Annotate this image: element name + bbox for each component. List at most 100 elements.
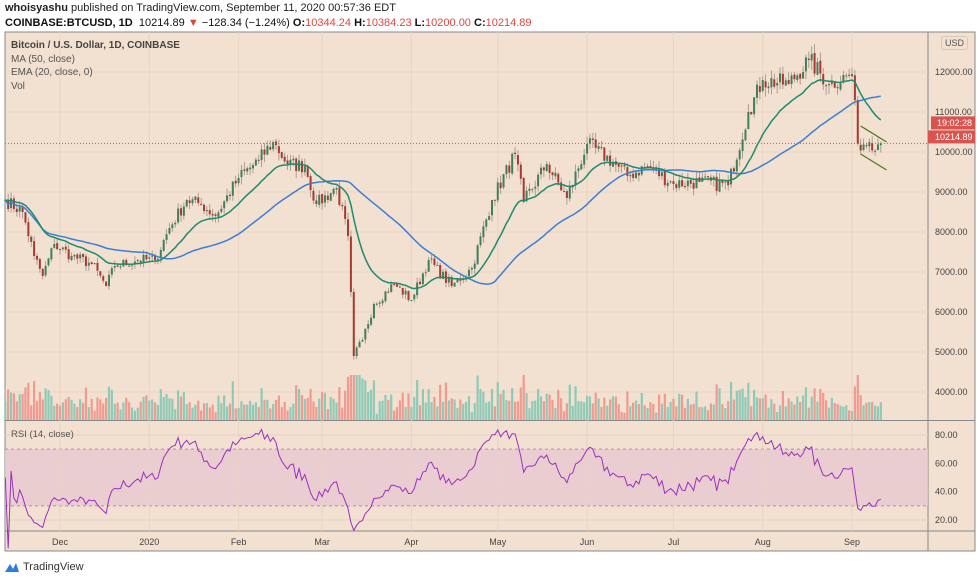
volume-bar [629, 406, 632, 420]
volume-bar [611, 396, 615, 420]
volume-bar [47, 390, 50, 420]
candle [874, 150, 877, 152]
volume-bar [755, 397, 759, 420]
candle [611, 162, 614, 167]
candle [859, 144, 862, 151]
candle [499, 182, 502, 189]
volume-bar [194, 404, 197, 420]
candle [384, 291, 387, 302]
volume-bar [701, 407, 704, 420]
candle [822, 74, 825, 85]
volume-bar [292, 403, 295, 420]
volume-bar [784, 406, 787, 420]
candle [370, 317, 373, 325]
volume-bar [686, 398, 689, 420]
time-tick-label: Apr [404, 537, 418, 547]
candle [24, 212, 27, 223]
volume-bar [482, 391, 485, 420]
volume-bar [476, 375, 479, 420]
candle [139, 260, 142, 263]
volume-bar [401, 392, 404, 420]
candle [364, 328, 367, 340]
legend-ma[interactable]: MA (50, close) [11, 53, 75, 65]
volume-bar [732, 399, 736, 420]
candle [105, 281, 108, 286]
legend-rsi[interactable]: RSI (14, close) [11, 429, 74, 440]
candle [306, 165, 309, 177]
candle [537, 174, 540, 187]
volume-bar [715, 384, 718, 420]
volume-bar [603, 397, 606, 420]
main-pane [5, 32, 928, 420]
candles [4, 44, 882, 360]
candle [321, 194, 324, 204]
candle [122, 259, 125, 267]
candle [234, 180, 237, 184]
candle [545, 164, 548, 171]
candle [148, 257, 151, 259]
candle [862, 144, 865, 150]
volume-bar [551, 400, 554, 420]
volume-bar [50, 395, 53, 420]
currency-button[interactable]: USD [941, 36, 969, 50]
candle [574, 171, 577, 186]
volume-bar [243, 404, 246, 420]
candle [511, 153, 514, 174]
candle [128, 265, 131, 267]
candle [162, 240, 165, 251]
volume-bar [485, 402, 488, 420]
volume-bar [418, 405, 422, 420]
candle [30, 236, 33, 242]
c-label: C: [474, 17, 486, 29]
candle [44, 265, 47, 276]
candle [758, 85, 761, 93]
author: whoisyashu [5, 2, 68, 14]
candle [548, 164, 551, 173]
candle [231, 181, 234, 196]
volume-bar [393, 410, 396, 420]
chart-legend: Bitcoin / U.S. Dollar, 1D, COINBASE MA (… [11, 39, 180, 93]
candle [554, 172, 557, 177]
volume-bar [776, 412, 779, 420]
candle [286, 160, 289, 164]
candle [168, 228, 171, 234]
volume-bar [698, 407, 701, 420]
candle [692, 182, 695, 189]
volume-bar [545, 393, 548, 420]
volume-bar [799, 402, 802, 420]
volume-bar [580, 401, 583, 420]
legend-ema[interactable]: EMA (20, close, 0) [11, 67, 93, 78]
volume-bar [813, 388, 816, 420]
volume-bar [623, 412, 626, 420]
tradingview-logo[interactable]: TradingView [4, 561, 84, 573]
volume-bar [38, 392, 41, 420]
volume-bar [473, 402, 476, 420]
volume-bar [128, 402, 131, 420]
candle [508, 165, 511, 173]
volume-bar [490, 388, 494, 420]
candle [744, 129, 747, 141]
candle [151, 255, 154, 257]
volume-bar [678, 393, 681, 420]
price-tick-label: 6000.00 [935, 307, 968, 317]
volume-bar [99, 399, 102, 420]
volume-bar [557, 389, 560, 420]
volume-bar [606, 405, 609, 420]
volume-bar [704, 406, 707, 420]
candle [136, 260, 139, 261]
candle [583, 154, 586, 165]
volume-bar [738, 389, 741, 420]
candle [96, 262, 99, 271]
volume-bar [709, 403, 712, 420]
candle [110, 268, 113, 275]
legend-vol[interactable]: Vol [11, 80, 25, 92]
volume-bar [467, 396, 471, 420]
volume-bar [554, 407, 557, 420]
rsi-tick-label: 80.00 [935, 430, 958, 440]
low-value: 10200.00 [425, 17, 471, 29]
volume-bar [228, 403, 232, 420]
candle [738, 150, 741, 160]
candle [15, 208, 18, 212]
volume-bar [845, 405, 848, 420]
